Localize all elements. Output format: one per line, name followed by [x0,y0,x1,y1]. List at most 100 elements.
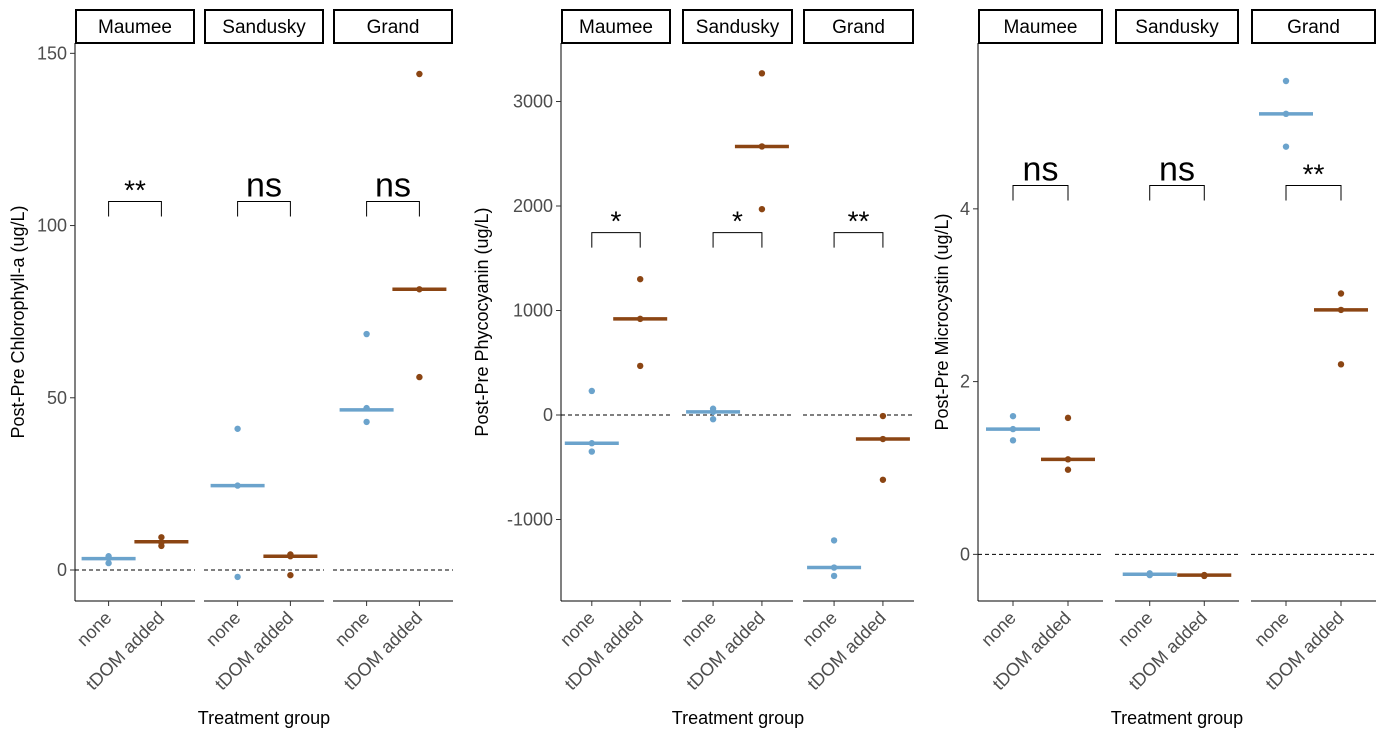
data-point-tdom [637,363,643,369]
data-point-none [589,388,595,394]
y-tick-label: 2 [960,372,970,392]
facet-strip-label: Sandusky [222,17,306,38]
facet-strip-label: Grand [1287,17,1340,38]
facet-strip-label: Grand [367,17,420,38]
data-point-tdom [637,276,643,282]
y-tick-label: 150 [37,43,67,63]
data-point-none [234,574,240,580]
data-point-tdom [759,143,765,149]
data-point-tdom [759,70,765,76]
data-point-tdom [880,436,886,442]
panel-1: 0 50 100 150 Post-Pre Chlorophyll-a (ug/L) Tr… [8,10,453,728]
x-tick-label: none [1250,608,1292,650]
data-point-tdom [1065,415,1071,421]
y-axis-title: Post-Pre Phycocyanin (ug/L) [472,207,492,436]
x-tick-label: none [1114,608,1156,650]
panel-3: 0 2 4 Post-Pre Microcystin (ug/L) Treatment … [932,10,1376,728]
x-tick-label: none [331,608,373,650]
x-axis-title: Treatment group [198,708,330,728]
data-point-tdom [759,206,765,212]
data-point-none [363,331,369,337]
data-point-none [831,573,837,579]
facet-strip-label: Maumee [1004,17,1078,38]
facet-strip-label: Sandusky [696,17,780,38]
x-axis-title: Treatment group [672,708,804,728]
data-point-tdom [158,534,164,540]
significance-label: * [732,206,743,237]
y-tick-label: 0 [543,405,553,425]
data-point-tdom [880,477,886,483]
data-point-none [234,426,240,432]
data-point-none [234,482,240,488]
data-point-none [1147,570,1153,576]
data-point-tdom [637,316,643,322]
data-point-tdom [1065,456,1071,462]
data-point-none [105,553,111,559]
data-point-tdom [287,572,293,578]
y-tick-label: 3000 [513,92,553,112]
data-point-none [1283,111,1289,117]
data-point-tdom [1338,307,1344,313]
facet-strip-label: Maumee [579,17,653,38]
significance-label: ** [848,206,870,237]
significance-label: * [611,206,622,237]
y-tick-label: 2000 [513,196,553,216]
y-axis-title: Post-Pre Chlorophyll-a (ug/L) [8,205,28,438]
y-tick-label: -1000 [507,509,553,529]
significance-label: ns [1159,151,1195,189]
y-tick-label: 1000 [513,301,553,321]
data-point-none [589,440,595,446]
significance-label: ns [375,166,411,204]
x-tick-label: none [677,608,719,650]
data-point-none [1010,426,1016,432]
y-tick-label: 100 [37,216,67,236]
panel-2: -1000 0 1000 2000 3000 Post-Pre Phycocyanin (… [472,10,914,728]
data-point-tdom [416,71,422,77]
facet-strip-label: Maumee [98,17,172,38]
data-point-none [710,416,716,422]
data-point-tdom [1338,290,1344,296]
x-tick-label: none [73,608,115,650]
data-point-none [363,419,369,425]
y-axis-title: Post-Pre Microcystin (ug/L) [932,213,952,430]
data-point-none [1010,437,1016,443]
data-point-none [1010,413,1016,419]
significance-label: ** [1303,159,1325,190]
data-point-none [1283,78,1289,84]
y-tick-label: 0 [960,544,970,564]
facet-strip-label: Sandusky [1135,17,1219,38]
data-point-tdom [1338,361,1344,367]
data-point-none [1283,143,1289,149]
facet-strip-label: Grand [832,17,885,38]
data-point-none [831,564,837,570]
data-point-tdom [1065,467,1071,473]
x-tick-label: none [556,608,598,650]
data-point-tdom [880,413,886,419]
data-point-tdom [1201,572,1207,578]
y-tick-label: 0 [57,560,67,580]
data-point-tdom [416,286,422,292]
data-point-none [831,537,837,543]
x-tick-label: none [977,608,1019,650]
x-axis-title: Treatment group [1111,708,1243,728]
x-tick-label: none [202,608,244,650]
y-tick-label: 4 [960,199,970,219]
data-point-none [710,406,716,412]
data-point-none [589,448,595,454]
significance-label: ** [124,174,146,205]
data-point-tdom [287,551,293,557]
significance-label: ns [1023,151,1059,189]
significance-label: ns [246,166,282,204]
data-point-tdom [416,374,422,380]
y-tick-label: 50 [47,388,67,408]
data-point-none [363,405,369,411]
